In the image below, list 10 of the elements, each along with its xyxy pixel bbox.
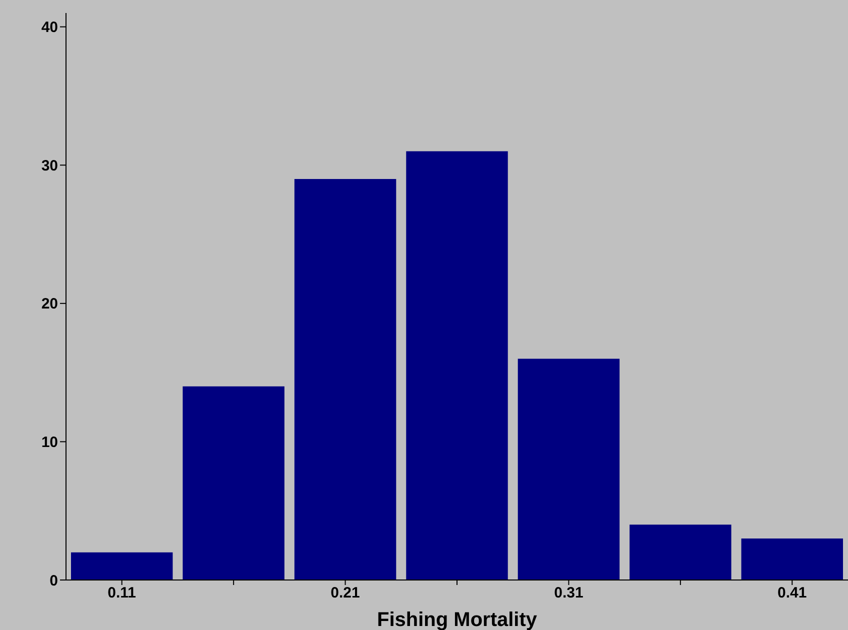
x-tick-label: 0.21 (330, 584, 360, 602)
x-axis-title: Fishing Mortality (377, 609, 538, 630)
y-tick-label: 0 (50, 572, 58, 590)
y-tick-label: 10 (41, 434, 58, 452)
y-tick-label: 40 (41, 19, 58, 36)
y-tick-label: 30 (41, 157, 58, 174)
x-tick-label: 0.41 (778, 584, 807, 602)
y-tick-label: 20 (41, 296, 58, 313)
x-tick-label: 0.11 (108, 584, 136, 602)
x-tick-label: 0.31 (554, 584, 584, 602)
